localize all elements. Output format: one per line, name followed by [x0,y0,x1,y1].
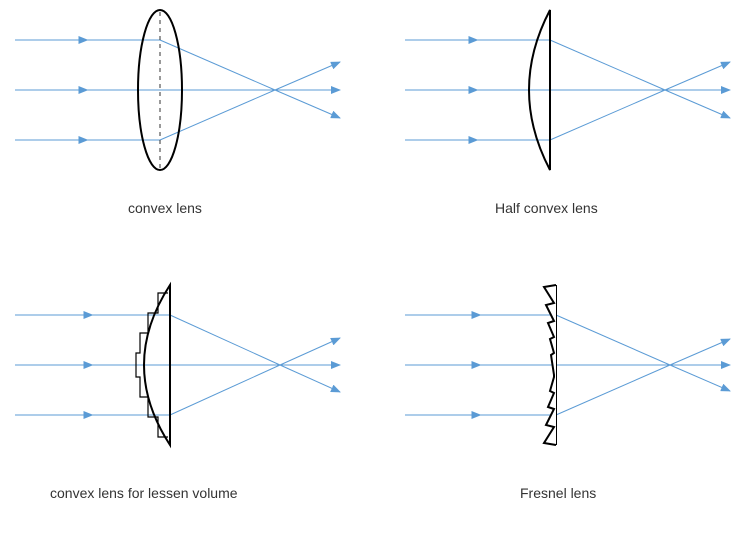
label-fresnel: Fresnel lens [520,485,596,501]
lens-diagram [0,0,737,538]
label-half-convex: Half convex lens [495,200,598,216]
label-lessen-volume: convex lens for lessen volume [50,485,238,501]
label-convex: convex lens [128,200,202,216]
